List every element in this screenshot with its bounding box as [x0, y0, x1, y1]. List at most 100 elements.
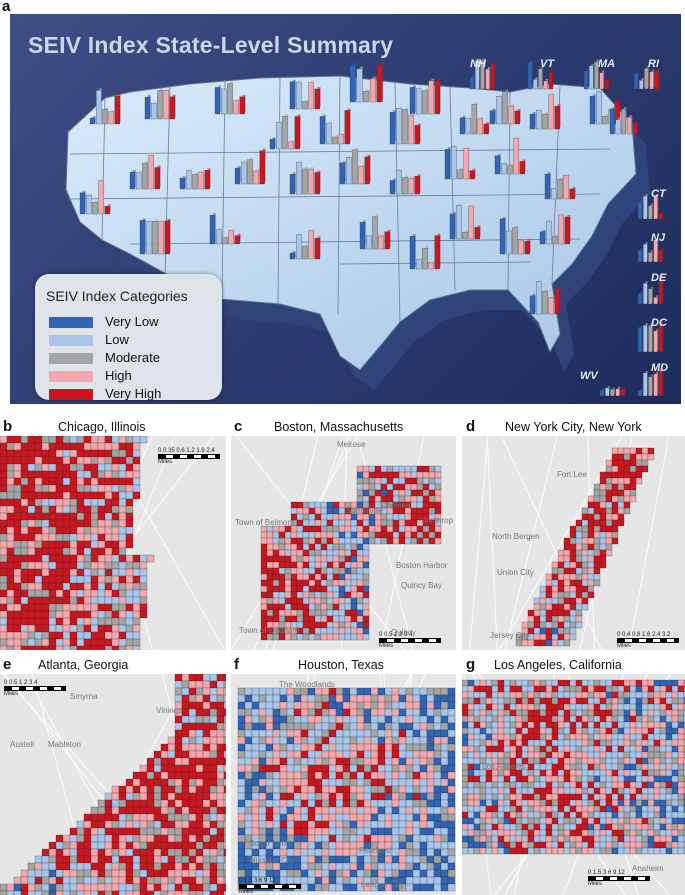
tract [125, 568, 134, 577]
tract [41, 498, 50, 507]
tract [48, 596, 57, 605]
tract [426, 813, 435, 822]
tract [611, 721, 619, 729]
tract [27, 554, 36, 563]
bar [414, 176, 420, 195]
tract [433, 834, 442, 843]
tract [533, 787, 541, 795]
tract [671, 739, 679, 747]
tract [338, 519, 346, 527]
tract [593, 679, 601, 687]
tract [332, 591, 340, 599]
tract [349, 743, 358, 752]
tract [139, 834, 148, 843]
tract [527, 775, 535, 783]
tract [653, 709, 661, 717]
tract [104, 547, 113, 556]
tract [314, 743, 323, 752]
tract [223, 890, 226, 895]
tract [260, 615, 268, 623]
tract [581, 745, 589, 753]
tract [434, 501, 442, 509]
tract [344, 567, 352, 575]
bar [79, 192, 86, 215]
tract [593, 561, 601, 569]
tract [473, 757, 481, 765]
tract [485, 733, 493, 741]
tract [593, 507, 601, 515]
tract [181, 694, 190, 703]
tract [539, 787, 547, 795]
tract [539, 679, 547, 687]
tract [569, 739, 577, 747]
tract [635, 841, 643, 849]
tract [665, 721, 673, 729]
tract [293, 694, 302, 703]
tract [41, 596, 50, 605]
tract [677, 745, 685, 753]
tract [363, 785, 372, 794]
tract [659, 685, 667, 693]
tract [69, 876, 78, 885]
tract [563, 685, 571, 693]
tract [617, 513, 625, 521]
tract [153, 792, 162, 801]
tract [55, 442, 64, 451]
bar [409, 236, 416, 270]
tract [377, 855, 386, 864]
tract [244, 778, 253, 787]
tract [587, 585, 595, 593]
panel-letter-f: f [234, 656, 239, 673]
tract [392, 531, 400, 539]
tract [342, 722, 351, 731]
tract [302, 519, 310, 527]
tract [533, 811, 541, 819]
tract [153, 841, 162, 850]
tract [258, 827, 267, 836]
tract [569, 609, 577, 617]
tract [342, 785, 351, 794]
tract [266, 591, 274, 599]
tract [370, 855, 379, 864]
tract [412, 736, 421, 745]
tract [587, 691, 595, 699]
tract [41, 603, 50, 612]
tract [55, 575, 64, 584]
tract [539, 685, 547, 693]
tract [575, 597, 583, 605]
tract [391, 799, 400, 808]
tract [677, 679, 685, 687]
tract [167, 743, 176, 752]
tract [20, 575, 29, 584]
bar [548, 72, 553, 90]
tract [41, 526, 50, 535]
tract [216, 799, 225, 808]
tract [188, 708, 197, 717]
tract [48, 498, 57, 507]
tract [111, 456, 120, 465]
tract [83, 449, 92, 458]
tract [635, 703, 643, 711]
tract [398, 715, 407, 724]
tract [174, 729, 183, 738]
tract [76, 561, 85, 570]
state-border [277, 77, 281, 305]
tract [76, 463, 85, 472]
tract [391, 687, 400, 696]
tract [509, 799, 517, 807]
tract [251, 848, 260, 857]
tract [491, 799, 499, 807]
tract [300, 687, 309, 696]
tract [279, 743, 288, 752]
tract [314, 764, 323, 773]
state-bar-group [637, 322, 664, 353]
tract [491, 709, 499, 717]
tract [90, 561, 99, 570]
tract [404, 483, 412, 491]
tract [290, 555, 298, 563]
tract [286, 764, 295, 773]
tract [539, 817, 547, 825]
tract [587, 513, 595, 521]
tract [677, 685, 685, 693]
tract [641, 727, 649, 735]
